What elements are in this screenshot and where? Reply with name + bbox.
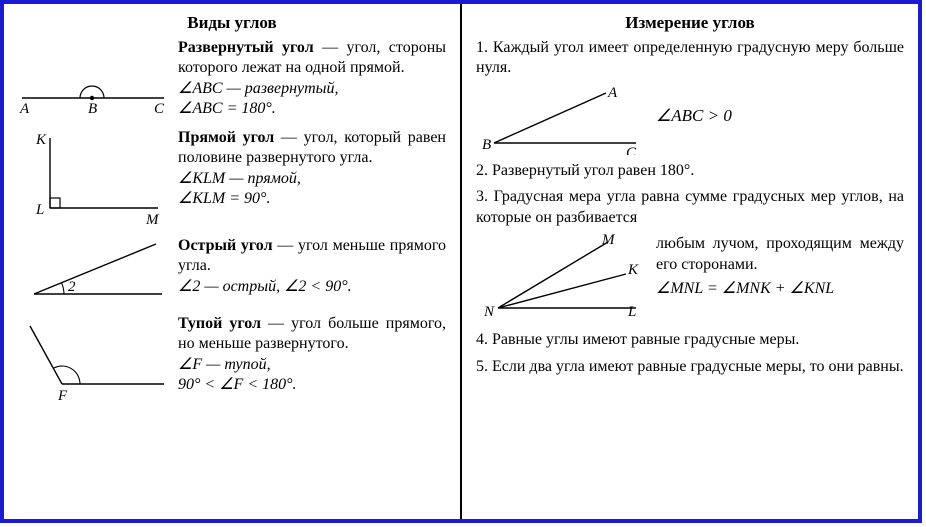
- point-4: 4. Равные углы имеют равные градусные ме…: [476, 330, 904, 350]
- svg-text:A: A: [607, 85, 618, 101]
- svg-text:M: M: [145, 212, 160, 228]
- section-right-angle: K L M Прямой угол — угол, который равен …: [18, 128, 446, 228]
- svg-text:2: 2: [68, 279, 76, 295]
- right-heading: Измерение углов: [476, 12, 904, 34]
- diagram-obtuse: F: [18, 314, 168, 402]
- svg-text:N: N: [483, 304, 495, 320]
- formula-obtuse-1: ∠F — тупой,: [178, 355, 446, 375]
- svg-text:L: L: [35, 202, 44, 218]
- svg-text:B: B: [88, 101, 97, 116]
- formula-straight-1: ∠ABC — развернутый,: [178, 79, 446, 99]
- svg-text:K: K: [627, 262, 639, 278]
- left-heading: Виды углов: [18, 12, 446, 34]
- section-acute-angle: 2 Острый угол — угол меньше прямого угла…: [18, 236, 446, 306]
- right-column: Измерение углов 1. Каждый угол имеет опр…: [462, 4, 918, 519]
- point-3b: любым лучом, проходящим между его сторон…: [656, 234, 904, 275]
- svg-text:C: C: [154, 101, 165, 116]
- point-3-diagram-row: N M K L любым лучом, проходящим между ег…: [476, 234, 904, 324]
- svg-text:A: A: [19, 101, 30, 116]
- point-1-diagram-row: B A C ∠ABC > 0: [476, 85, 904, 155]
- svg-text:F: F: [57, 388, 68, 402]
- formula-right-2: ∠KLM = 90°.: [178, 189, 446, 209]
- point-1: 1. Каждый угол имеет определенную градус…: [476, 38, 904, 79]
- page-frame: Виды углов A B C Развернутый угол — угол…: [0, 0, 922, 523]
- svg-text:C: C: [626, 145, 637, 155]
- diagram-straight: A B C: [18, 38, 168, 116]
- def-straight: Развернутый угол — угол, стороны которог…: [178, 38, 446, 79]
- point-2: 2. Развернутый угол равен 180°.: [476, 161, 904, 181]
- def-acute: Острый угол — угол меньше прямого угла.: [178, 236, 446, 277]
- diagram-acute: 2: [18, 236, 168, 306]
- formula-straight-2: ∠ABC = 180°.: [178, 99, 446, 119]
- point-5: 5. Если два угла имеют равные градусные …: [476, 357, 904, 377]
- text-acute: Острый угол — угол меньше прямого угла. …: [178, 236, 446, 297]
- point-3b-text: любым лучом, проходящим между его сторон…: [656, 234, 904, 299]
- svg-text:M: M: [601, 234, 616, 248]
- section-obtuse-angle: F Тупой угол — угол больше прямого, но м…: [18, 314, 446, 402]
- diagram-mnkl: N M K L: [476, 234, 646, 324]
- formula-abc-gt0: ∠ABC > 0: [656, 85, 904, 127]
- formula-obtuse-2: 90° < ∠F < 180°.: [178, 375, 446, 395]
- text-right: Прямой угол — угол, который равен полови…: [178, 128, 446, 210]
- diagram-right: K L M: [18, 128, 168, 228]
- formula-acute-1: ∠2 — острый, ∠2 < 90°.: [178, 277, 446, 297]
- left-column: Виды углов A B C Развернутый угол — угол…: [4, 4, 462, 519]
- point-3a: 3. Градусная мера угла равна сумме граду…: [476, 187, 904, 228]
- def-right: Прямой угол — угол, который равен полови…: [178, 128, 446, 169]
- section-straight-angle: A B C Развернутый угол — угол, стороны к…: [18, 38, 446, 120]
- svg-text:B: B: [482, 137, 491, 153]
- text-obtuse: Тупой угол — угол больше прямого, но мен…: [178, 314, 446, 396]
- formula-right-1: ∠KLM — прямой,: [178, 169, 446, 189]
- svg-text:L: L: [627, 304, 636, 320]
- formula-mnl: ∠MNL = ∠MNK + ∠KNL: [656, 279, 904, 299]
- diagram-abc-gt0: B A C: [476, 85, 646, 155]
- text-straight: Развернутый угол — угол, стороны которог…: [178, 38, 446, 120]
- svg-text:K: K: [35, 132, 47, 148]
- def-obtuse: Тупой угол — угол больше прямого, но мен…: [178, 314, 446, 355]
